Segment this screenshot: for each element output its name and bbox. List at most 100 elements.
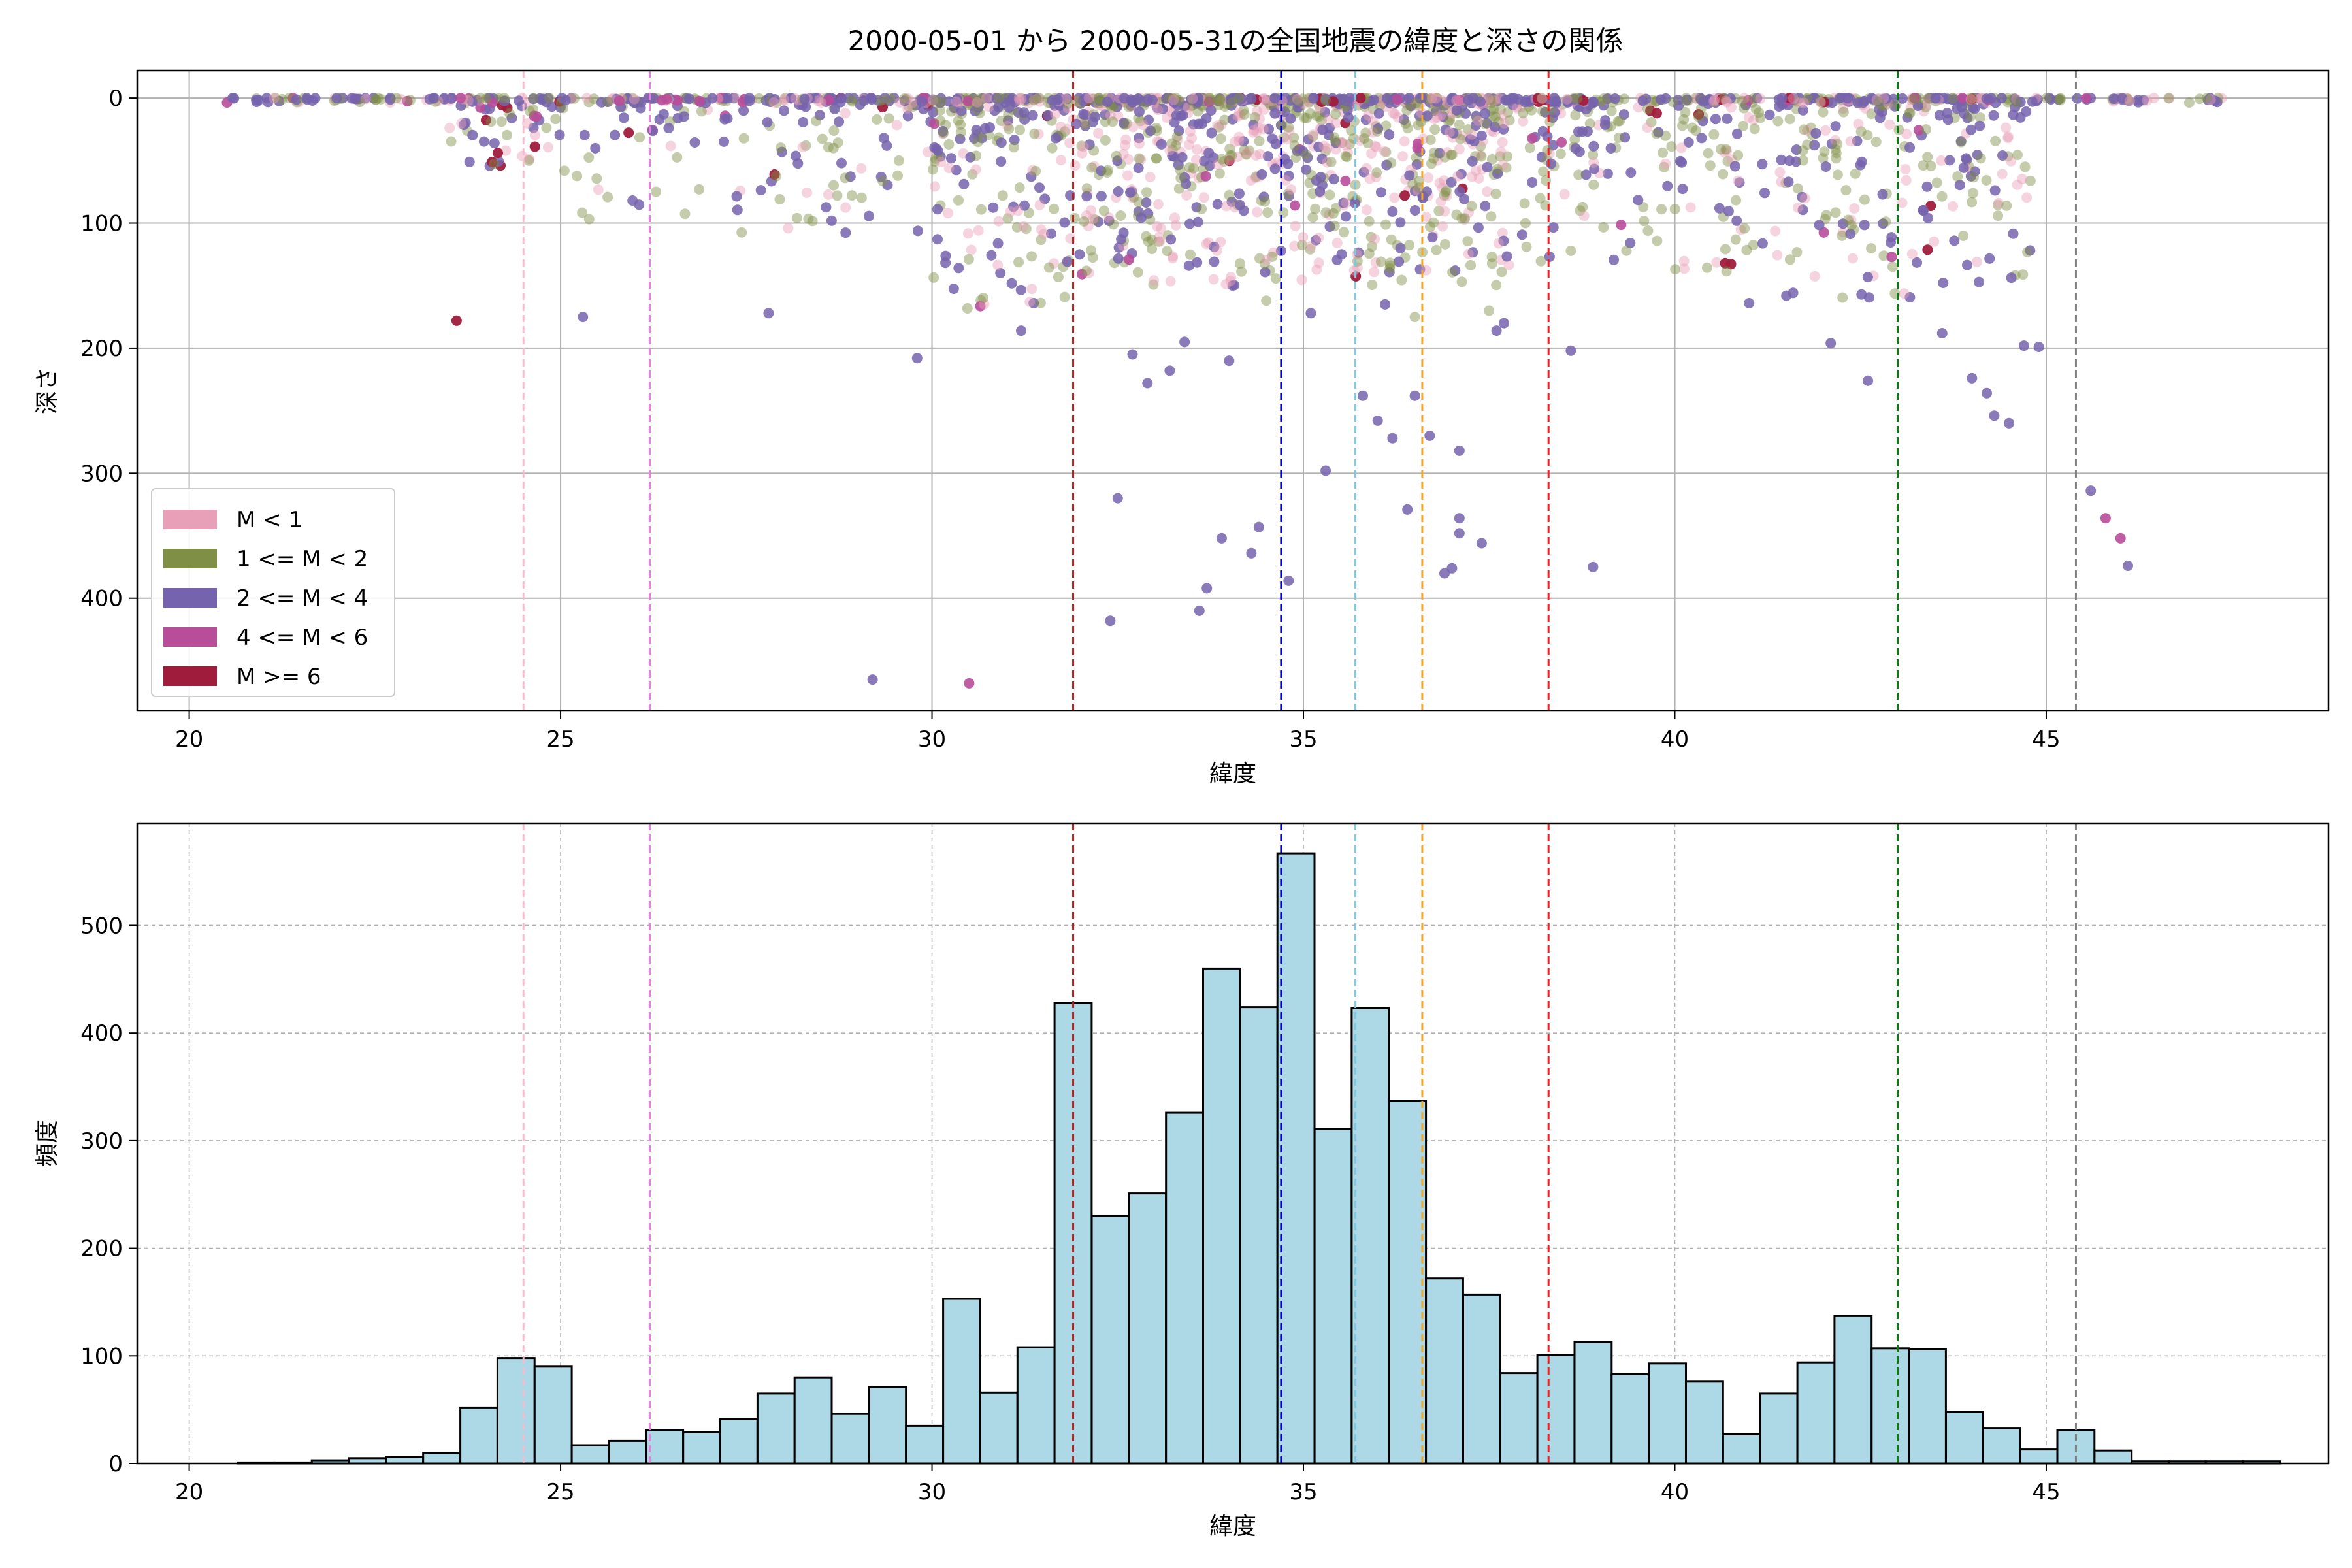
scatter-point — [1213, 159, 1224, 170]
scatter-point — [1850, 168, 1861, 179]
scatter-point — [1705, 160, 1716, 171]
scatter-point — [1234, 258, 1245, 269]
scatter-point — [1735, 224, 1746, 235]
scatter-point — [1439, 152, 1450, 163]
scatter-point — [763, 308, 774, 319]
scatter-point — [1330, 203, 1341, 214]
scatter-point — [1215, 133, 1226, 144]
scatter-point — [1132, 267, 1143, 278]
scatter-point — [1167, 251, 1178, 262]
scatter-point — [1961, 153, 1972, 164]
scatter-point — [1739, 93, 1750, 104]
scatter-point — [1323, 114, 1334, 125]
scatter-point — [1856, 156, 1867, 167]
scatter-point — [1482, 161, 1493, 172]
scatter-point — [1524, 142, 1535, 154]
scatter-point — [1739, 103, 1750, 114]
histogram-bar — [422, 1452, 462, 1465]
histogram-bar — [1165, 1111, 1204, 1465]
legend-label: 1 <= M < 2 — [237, 546, 368, 572]
scatter-point — [1835, 93, 1846, 104]
histogram-bar — [1648, 1362, 1687, 1465]
scatter-point — [554, 129, 565, 140]
scatter-point — [776, 142, 786, 154]
scatter-point — [1093, 216, 1104, 227]
scatter-point — [1584, 118, 1595, 129]
scatter-point — [1215, 96, 1226, 107]
scatter-point — [1093, 93, 1104, 104]
scatter-point — [1324, 189, 1335, 201]
scatter-point — [1658, 147, 1668, 158]
scatter-point — [1212, 199, 1223, 210]
scatter-point — [1147, 95, 1158, 106]
scatter-point — [2108, 93, 2119, 105]
scatter-point — [993, 216, 1004, 227]
scatter-point — [1352, 249, 1362, 260]
scatter-point — [1301, 112, 1312, 123]
scatter-point — [928, 272, 939, 283]
scatter-point — [832, 137, 843, 148]
scatter-point — [979, 299, 990, 310]
scatter-point — [1191, 202, 1202, 213]
scatter-point — [1105, 615, 1116, 627]
scatter-point — [975, 204, 987, 215]
scatter-point — [872, 114, 883, 125]
scatter-point — [930, 181, 940, 192]
scatter-point — [613, 95, 625, 106]
scatter-point — [1802, 125, 1813, 136]
scatter-point — [1669, 204, 1680, 214]
scatter-point — [1253, 122, 1264, 133]
scatter-point — [1241, 149, 1252, 160]
histogram-bar — [570, 1444, 610, 1465]
scatter-point — [1469, 136, 1480, 147]
scatter-point — [1725, 102, 1737, 113]
scatter-point — [1818, 153, 1829, 163]
scatter-point — [1518, 108, 1529, 119]
scatter-point — [829, 103, 840, 114]
scatter-point — [1171, 131, 1183, 142]
scatter-point — [1542, 145, 1553, 156]
scatter-point — [1102, 165, 1113, 176]
scatter-point — [577, 207, 588, 218]
scatter-point — [1722, 113, 1733, 124]
scatter-point — [1680, 95, 1691, 106]
scatter-point — [439, 93, 450, 105]
scatter-point — [1214, 168, 1225, 179]
scatter-point — [1588, 96, 1599, 107]
scatter-point — [529, 141, 540, 152]
scatter-point — [277, 93, 287, 105]
scatter-x-tick-label: 30 — [918, 727, 946, 753]
scatter-point — [1810, 128, 1821, 139]
scatter-point — [1169, 97, 1180, 108]
scatter-point — [1013, 93, 1024, 104]
scatter-point — [506, 112, 517, 123]
scatter-point — [783, 223, 794, 234]
scatter-point — [774, 194, 785, 204]
scatter-point — [1224, 143, 1235, 154]
scatter-point — [1369, 140, 1380, 152]
scatter-point — [1942, 114, 1953, 125]
scatter-x-axis-label: 緯度 — [1209, 760, 1256, 787]
scatter-point — [610, 129, 621, 140]
scatter-point — [1096, 191, 1107, 202]
scatter-point — [1399, 136, 1410, 147]
scatter-point — [1244, 145, 1255, 156]
scatter-point — [1283, 575, 1294, 586]
scatter-point — [583, 214, 595, 225]
scatter-point — [1340, 175, 1351, 186]
scatter-point — [797, 142, 808, 153]
scatter-point — [1440, 187, 1451, 198]
scatter-point — [1389, 192, 1400, 203]
scatter-point — [1148, 279, 1159, 290]
scatter-point — [1167, 150, 1178, 161]
scatter-point — [1088, 145, 1100, 156]
scatter-point — [973, 101, 984, 112]
scatter-point — [2055, 95, 2066, 106]
scatter-point — [1662, 180, 1673, 191]
scatter-point — [1261, 95, 1272, 106]
scatter-point — [1721, 266, 1732, 277]
scatter-point — [1776, 154, 1787, 165]
scatter-point — [672, 152, 683, 163]
scatter-point — [1462, 236, 1473, 247]
scatter-point — [1289, 240, 1300, 252]
